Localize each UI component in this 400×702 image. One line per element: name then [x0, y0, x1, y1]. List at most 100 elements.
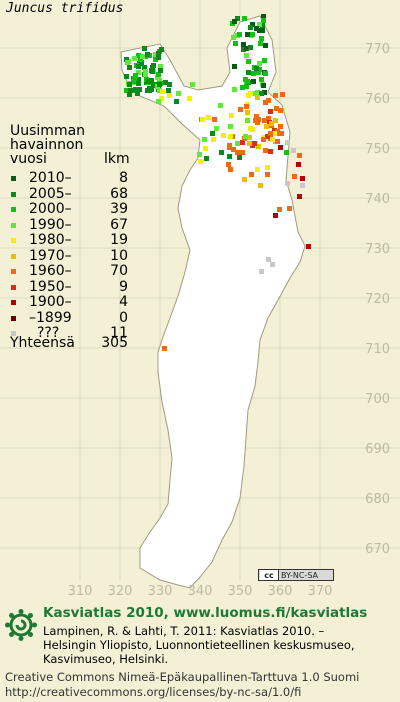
observation-square: [212, 117, 217, 122]
observation-square: [255, 167, 260, 172]
observation-square: [265, 165, 270, 170]
observation-square: [250, 32, 255, 37]
observation-square: [274, 106, 279, 111]
y-tick-label: 710: [365, 342, 390, 357]
observation-square: [214, 126, 219, 131]
observation-square: [255, 90, 260, 95]
observation-square: [136, 64, 141, 69]
observation-square: [135, 91, 140, 96]
legend-count: 70: [110, 263, 128, 280]
observation-square: [231, 147, 236, 152]
observation-square: [250, 22, 255, 27]
observation-square: [297, 153, 302, 158]
observation-square: [265, 172, 270, 177]
observation-square: [150, 69, 155, 74]
observation-square: [248, 25, 253, 30]
license-name: Creative Commons Nimeä-Epäkaupallinen-Ta…: [5, 670, 360, 684]
observation-square: [226, 162, 231, 167]
observation-square: [246, 59, 251, 64]
legend-row: 2005– 68: [10, 185, 128, 203]
observation-square: [268, 149, 273, 154]
observation-square: [243, 134, 248, 139]
observation-square: [242, 177, 247, 182]
observation-square: [291, 148, 296, 153]
legend-swatch: [11, 284, 16, 290]
legend: 2010– 8 2005– 68 2000– 39 1990– 67 1980– 19 1970– 1…: [10, 170, 128, 342]
legend-swatch: [11, 176, 16, 181]
observation-square: [261, 18, 266, 23]
legend-label: 1900–: [29, 294, 72, 311]
legend-swatch: [11, 238, 16, 244]
legend-heading: Uusimman havainnon vuosi: [10, 124, 85, 166]
observation-square: [133, 73, 138, 78]
x-tick-label: 360: [268, 584, 293, 598]
observation-square: [128, 88, 133, 93]
finland-outline: [120, 15, 306, 589]
observation-square: [257, 61, 262, 66]
observation-square: [269, 121, 274, 126]
cc-license-badge[interactable]: cc BY-NC-SA: [258, 569, 334, 581]
legend-label: 2005–: [29, 185, 72, 202]
observation-square: [300, 176, 305, 181]
observation-square: [197, 152, 202, 157]
x-tick-label: 370: [308, 584, 333, 598]
observation-square: [127, 82, 132, 87]
observation-square: [306, 244, 311, 249]
observation-square: [143, 72, 148, 77]
legend-row: 1990– 67: [10, 216, 128, 234]
observation-square: [254, 66, 259, 71]
observation-square: [270, 262, 275, 267]
observation-square: [132, 76, 137, 81]
observation-square: [246, 70, 251, 75]
observation-square: [242, 16, 247, 21]
observation-square: [143, 69, 148, 74]
observation-square: [163, 80, 168, 85]
citation: Lampinen, R. & Lahti, T. 2011: Kasviatla…: [43, 624, 355, 666]
observation-square: [146, 79, 151, 84]
observation-square: [137, 87, 142, 92]
y-tick-label: 690: [365, 442, 390, 457]
observation-square: [252, 141, 257, 146]
legend-heading-line: havainnon: [10, 137, 84, 153]
cc-badge-text: BY-NC-SA: [281, 571, 319, 580]
x-tick-label: 350: [228, 584, 253, 598]
legend-label: 2010–: [29, 170, 72, 186]
atlas-title-link[interactable]: Kasviatlas 2010, www.luomus.fi/kasviatla…: [43, 605, 368, 621]
observation-square: [244, 53, 249, 58]
observation-square: [240, 140, 245, 145]
observation-square: [235, 16, 240, 21]
observation-square: [153, 52, 158, 57]
observation-square: [157, 78, 162, 83]
observation-square: [259, 269, 264, 274]
y-axis-labels: 770 760 750 740 730 720 710 700 690 680 670: [365, 42, 390, 557]
legend-row: 1960– 70: [10, 264, 128, 280]
observation-square: [136, 70, 141, 75]
observation-square: [140, 54, 145, 59]
observation-square: [136, 81, 141, 86]
observation-square: [142, 46, 147, 51]
observation-square: [273, 213, 278, 218]
observation-square: [287, 206, 292, 211]
license-url[interactable]: http://creativecommons.org/licenses/by-n…: [5, 685, 302, 699]
license-text: Creative Commons Nimeä-Epäkaupallinen-Ta…: [5, 670, 359, 700]
observation-square: [158, 64, 163, 69]
legend-count: 68: [110, 185, 128, 202]
legend-swatch: [11, 300, 16, 306]
observation-square: [145, 52, 150, 57]
legend-total: Yhteensä 305: [10, 336, 128, 350]
observation-square: [211, 137, 216, 142]
observation-square: [263, 43, 268, 48]
legend-row: 2010– 8: [10, 170, 128, 187]
y-tick-label: 740: [365, 192, 390, 207]
observation-square: [245, 118, 250, 123]
legend-count: 67: [110, 216, 128, 233]
legend-count: 39: [110, 201, 128, 218]
observation-square: [136, 53, 141, 58]
observation-square: [237, 32, 242, 37]
observation-square: [232, 19, 237, 24]
observation-square: [258, 183, 263, 188]
observation-square: [296, 162, 301, 167]
observation-square: [219, 150, 224, 155]
observation-square: [237, 155, 242, 160]
